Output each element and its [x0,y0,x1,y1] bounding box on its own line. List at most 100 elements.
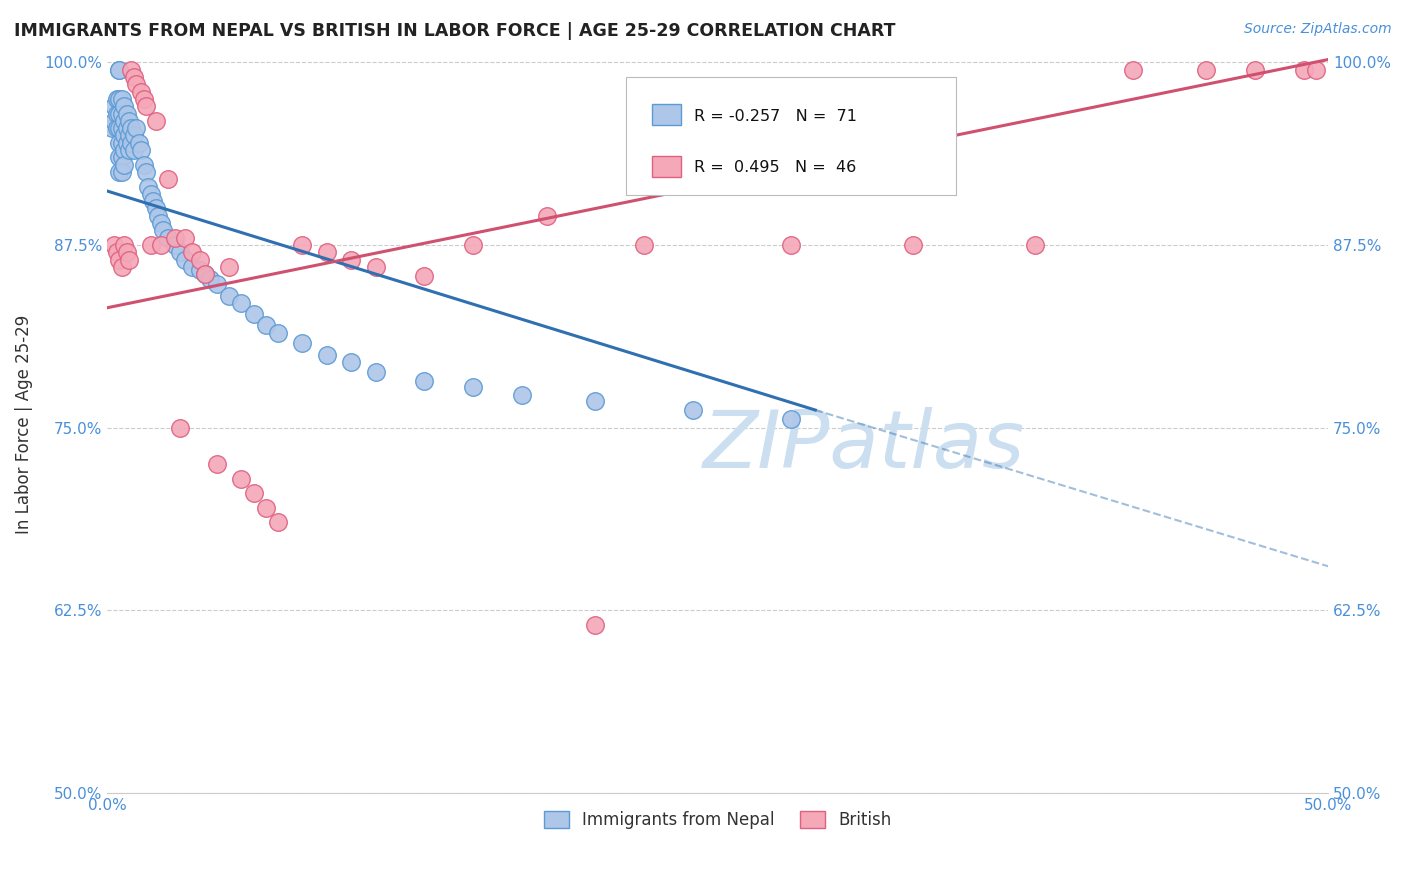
Point [218,260,240,274]
Point [128,136,150,150]
Point [157,230,180,244]
Point [105,245,128,260]
FancyBboxPatch shape [626,78,956,195]
Point [218,289,240,303]
Point [135,165,157,179]
Text: ZIPatlas: ZIPatlas [703,407,1025,485]
Point [120,62,142,77]
Point [1244,62,1267,77]
Point [165,238,187,252]
Point [510,388,533,402]
Point [1195,62,1218,77]
Point [413,268,436,283]
Point [111,136,134,150]
Point [111,260,134,274]
Text: Source: ZipAtlas.com: Source: ZipAtlas.com [1244,22,1392,37]
Point [413,374,436,388]
Point [105,121,128,136]
Point [291,238,314,252]
Point [583,617,606,632]
Point [111,92,134,106]
Point [132,92,155,106]
Point [157,172,180,186]
Point [112,238,135,252]
Legend: Immigrants from Nepal, British: Immigrants from Nepal, British [537,805,898,836]
Point [111,150,134,164]
Point [364,260,387,274]
Point [129,85,152,99]
Point [118,252,141,267]
Point [118,128,141,143]
Point [105,106,128,120]
Point [115,136,138,150]
Point [267,516,290,530]
Point [138,179,160,194]
Point [340,252,363,267]
Point [169,420,191,434]
Point [242,307,264,321]
Point [132,158,155,172]
Point [139,238,162,252]
Point [315,245,337,260]
Point [198,271,221,285]
Point [231,296,253,310]
Point [149,238,172,252]
Point [115,106,138,120]
Point [120,136,142,150]
Point [633,238,655,252]
Point [101,121,124,136]
Point [103,238,125,252]
Point [901,238,924,252]
Point [181,245,204,260]
Point [463,238,485,252]
Point [231,472,253,486]
Point [169,245,191,260]
Point [108,150,131,164]
Point [145,202,167,216]
Point [108,62,131,77]
Point [463,379,485,393]
Point [148,209,170,223]
Point [105,92,128,106]
Point [174,230,197,244]
FancyBboxPatch shape [651,104,681,125]
Point [536,209,558,223]
Point [112,143,135,157]
Point [122,128,145,143]
Point [174,252,197,267]
Point [682,403,704,417]
Point [125,121,148,136]
Point [340,355,363,369]
Point [139,186,162,201]
Point [103,113,125,128]
Point [194,267,217,281]
Text: R =  0.495   N =  46: R = 0.495 N = 46 [695,161,856,176]
Point [115,245,138,260]
Point [115,121,138,136]
Point [112,113,135,128]
Text: R = -0.257   N =  71: R = -0.257 N = 71 [695,109,858,124]
Y-axis label: In Labor Force | Age 25-29: In Labor Force | Age 25-29 [15,314,32,533]
Point [188,262,211,277]
Point [364,365,387,379]
Point [108,92,131,106]
Point [118,143,141,157]
Point [315,347,337,361]
Point [205,277,228,292]
Point [149,216,172,230]
Point [108,62,131,77]
Point [122,70,145,84]
Point [779,238,801,252]
Point [254,318,277,333]
Point [120,121,142,136]
Point [103,99,125,113]
Point [135,99,157,113]
Point [181,260,204,274]
Point [112,128,135,143]
Point [1305,62,1327,77]
Point [111,106,134,120]
Text: IMMIGRANTS FROM NEPAL VS BRITISH IN LABOR FORCE | AGE 25-29 CORRELATION CHART: IMMIGRANTS FROM NEPAL VS BRITISH IN LABO… [14,22,896,40]
Point [205,457,228,471]
Point [108,121,131,136]
Point [111,121,134,136]
